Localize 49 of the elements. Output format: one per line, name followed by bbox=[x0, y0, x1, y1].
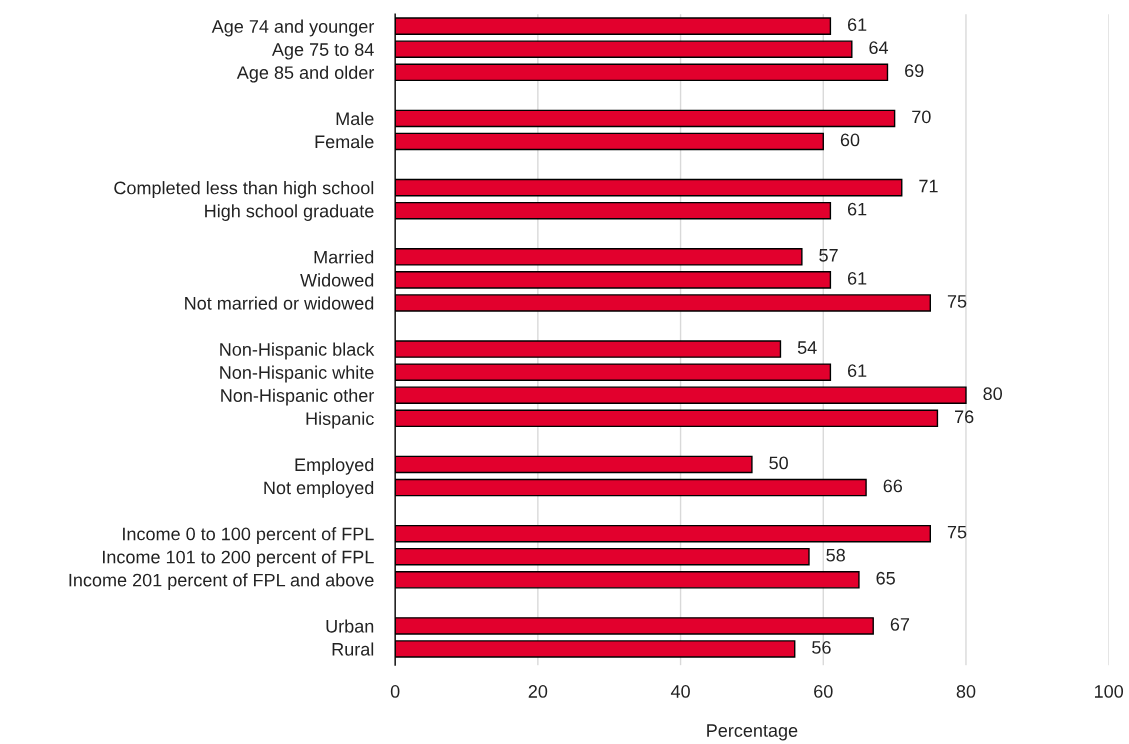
y-tick-label: Income 0 to 100 percent of FPL bbox=[123, 527, 374, 544]
y-tick-label: Income 101 to 200 percent of FPL bbox=[103, 550, 374, 567]
y-tick-label: Male bbox=[336, 111, 374, 126]
x-tick-label: 0 bbox=[390, 685, 400, 698]
y-tick-label: Non-Hispanic white bbox=[220, 365, 374, 383]
data-label: 50 bbox=[769, 456, 788, 470]
data-label: 66 bbox=[883, 479, 903, 493]
y-tick-label: Urban bbox=[326, 619, 374, 633]
data-label: 75 bbox=[947, 525, 967, 539]
x-tick-label: 60 bbox=[814, 685, 833, 698]
y-tick-label: Employed bbox=[295, 457, 374, 475]
data-label: 80 bbox=[983, 387, 1003, 401]
data-label: 57 bbox=[819, 249, 838, 262]
y-tick-label: Hispanic bbox=[306, 411, 374, 429]
x-tick-label: 40 bbox=[670, 685, 690, 698]
data-label: 76 bbox=[955, 410, 974, 424]
x-axis-title: Percentage bbox=[707, 724, 798, 741]
data-label: 75 bbox=[947, 295, 967, 308]
data-label: 61 bbox=[847, 271, 867, 285]
y-tick-label: Age 85 and older bbox=[236, 65, 375, 83]
y-tick-label: Completed less than high school bbox=[114, 181, 374, 198]
data-label: 69 bbox=[905, 64, 924, 78]
data-label: 56 bbox=[812, 641, 831, 654]
y-tick-label: Not employed bbox=[264, 480, 374, 498]
data-label: 61 bbox=[847, 364, 867, 378]
y-tick-label: Non-Hispanic black bbox=[220, 342, 375, 360]
y-tick-label: Age 74 and younger bbox=[211, 19, 375, 37]
x-tick-label: 20 bbox=[528, 685, 548, 698]
data-label: 71 bbox=[919, 179, 938, 193]
y-tick-label: Not married or widowed bbox=[185, 296, 374, 310]
x-tick-label: 80 bbox=[956, 685, 976, 698]
data-label: 70 bbox=[912, 110, 931, 124]
y-tick-label: Married bbox=[314, 250, 374, 264]
y-tick-label: High school graduate bbox=[205, 204, 374, 221]
data-label: 54 bbox=[797, 341, 817, 354]
data-label: 61 bbox=[847, 18, 867, 31]
data-label: 61 bbox=[847, 202, 867, 216]
y-tick-label: Income 201 percent of FPL and above bbox=[69, 573, 374, 591]
y-tick-label: Non-Hispanic other bbox=[221, 388, 375, 406]
data-label: 65 bbox=[876, 571, 895, 585]
y-tick-label: Widowed bbox=[300, 273, 374, 287]
y-tick-label: Rural bbox=[332, 642, 374, 656]
data-label: 67 bbox=[890, 617, 910, 631]
y-tick-label: Female bbox=[315, 134, 374, 149]
x-tick-label: 100 bbox=[1094, 685, 1124, 698]
data-label: 58 bbox=[826, 548, 845, 562]
y-tick-label: Age 75 to 84 bbox=[271, 43, 374, 60]
data-label: 60 bbox=[840, 133, 860, 147]
data-label: 64 bbox=[869, 41, 889, 55]
